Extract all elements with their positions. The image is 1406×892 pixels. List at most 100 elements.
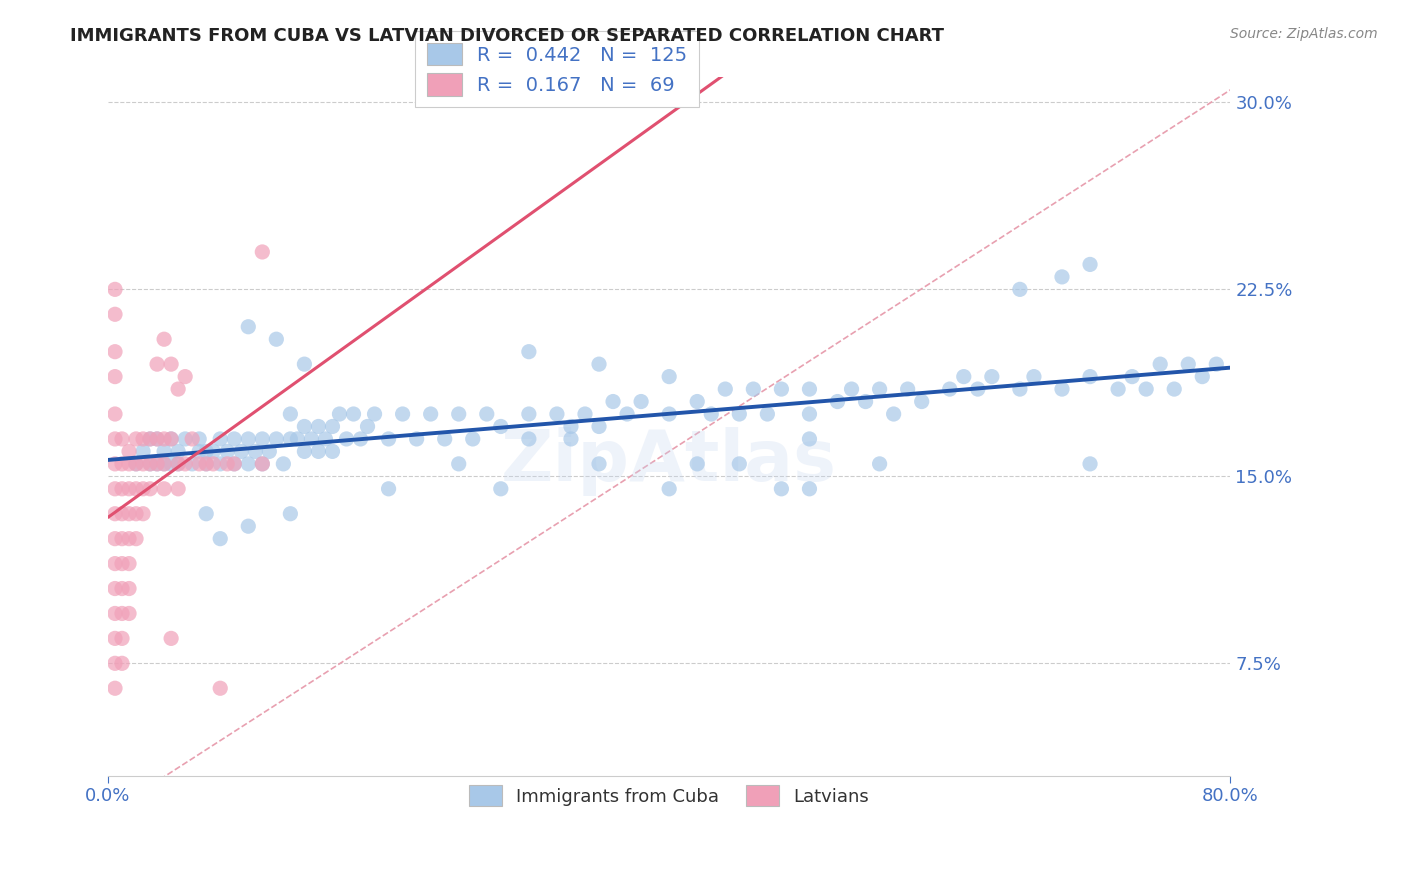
Point bbox=[377, 432, 399, 446]
Point bbox=[770, 482, 793, 496]
Point bbox=[118, 607, 141, 621]
Point bbox=[139, 457, 162, 471]
Point bbox=[287, 432, 309, 446]
Point bbox=[195, 507, 218, 521]
Point bbox=[132, 432, 155, 446]
Point bbox=[952, 369, 974, 384]
Point bbox=[1121, 369, 1143, 384]
Point bbox=[167, 382, 190, 396]
Point bbox=[686, 457, 709, 471]
Point bbox=[419, 407, 441, 421]
Point bbox=[588, 457, 610, 471]
Point bbox=[104, 344, 127, 359]
Point bbox=[335, 432, 357, 446]
Point bbox=[433, 432, 456, 446]
Point bbox=[181, 457, 204, 471]
Point bbox=[217, 444, 239, 458]
Point bbox=[104, 607, 127, 621]
Point bbox=[139, 482, 162, 496]
Point bbox=[489, 419, 512, 434]
Point bbox=[461, 432, 484, 446]
Text: Source: ZipAtlas.com: Source: ZipAtlas.com bbox=[1230, 27, 1378, 41]
Point bbox=[111, 507, 134, 521]
Point bbox=[118, 444, 141, 458]
Point bbox=[1163, 382, 1185, 396]
Point bbox=[280, 407, 302, 421]
Point bbox=[209, 457, 232, 471]
Point bbox=[280, 432, 302, 446]
Text: ZipAtlas: ZipAtlas bbox=[501, 427, 837, 496]
Point bbox=[104, 582, 127, 596]
Point bbox=[546, 407, 568, 421]
Point bbox=[224, 457, 246, 471]
Point bbox=[294, 444, 316, 458]
Point bbox=[799, 432, 821, 446]
Point bbox=[174, 432, 197, 446]
Point bbox=[167, 457, 190, 471]
Point bbox=[328, 407, 350, 421]
Point bbox=[132, 507, 155, 521]
Point bbox=[1191, 369, 1213, 384]
Point bbox=[517, 344, 540, 359]
Point bbox=[195, 444, 218, 458]
Point bbox=[869, 457, 891, 471]
Point bbox=[167, 482, 190, 496]
Point bbox=[658, 407, 681, 421]
Point bbox=[139, 457, 162, 471]
Point bbox=[714, 382, 737, 396]
Point bbox=[658, 482, 681, 496]
Point bbox=[1050, 382, 1073, 396]
Point bbox=[153, 332, 176, 346]
Point bbox=[224, 457, 246, 471]
Point bbox=[1205, 357, 1227, 371]
Point bbox=[252, 457, 274, 471]
Point bbox=[939, 382, 962, 396]
Point bbox=[125, 457, 148, 471]
Point bbox=[209, 681, 232, 696]
Point bbox=[188, 457, 211, 471]
Point bbox=[132, 444, 155, 458]
Point bbox=[405, 432, 427, 446]
Point bbox=[245, 444, 267, 458]
Point bbox=[111, 532, 134, 546]
Point bbox=[209, 532, 232, 546]
Point bbox=[132, 482, 155, 496]
Point bbox=[167, 444, 190, 458]
Point bbox=[883, 407, 905, 421]
Point bbox=[146, 457, 169, 471]
Point bbox=[104, 532, 127, 546]
Point bbox=[307, 444, 329, 458]
Point bbox=[1022, 369, 1045, 384]
Point bbox=[111, 457, 134, 471]
Point bbox=[125, 482, 148, 496]
Point bbox=[167, 457, 190, 471]
Point bbox=[869, 382, 891, 396]
Legend: Immigrants from Cuba, Latvians: Immigrants from Cuba, Latvians bbox=[460, 776, 879, 815]
Point bbox=[104, 482, 127, 496]
Point bbox=[299, 432, 322, 446]
Point bbox=[238, 519, 260, 533]
Point bbox=[125, 457, 148, 471]
Point bbox=[1008, 382, 1031, 396]
Point bbox=[104, 307, 127, 321]
Point bbox=[118, 507, 141, 521]
Point bbox=[686, 394, 709, 409]
Point bbox=[104, 681, 127, 696]
Point bbox=[111, 582, 134, 596]
Point bbox=[111, 657, 134, 671]
Point bbox=[742, 382, 765, 396]
Point bbox=[111, 432, 134, 446]
Point bbox=[238, 432, 260, 446]
Point bbox=[1107, 382, 1129, 396]
Point bbox=[588, 357, 610, 371]
Point bbox=[273, 457, 295, 471]
Point bbox=[132, 457, 155, 471]
Point bbox=[153, 432, 176, 446]
Point bbox=[153, 444, 176, 458]
Point bbox=[146, 432, 169, 446]
Point bbox=[728, 457, 751, 471]
Point bbox=[560, 419, 582, 434]
Point bbox=[104, 632, 127, 646]
Point bbox=[195, 457, 218, 471]
Point bbox=[770, 382, 793, 396]
